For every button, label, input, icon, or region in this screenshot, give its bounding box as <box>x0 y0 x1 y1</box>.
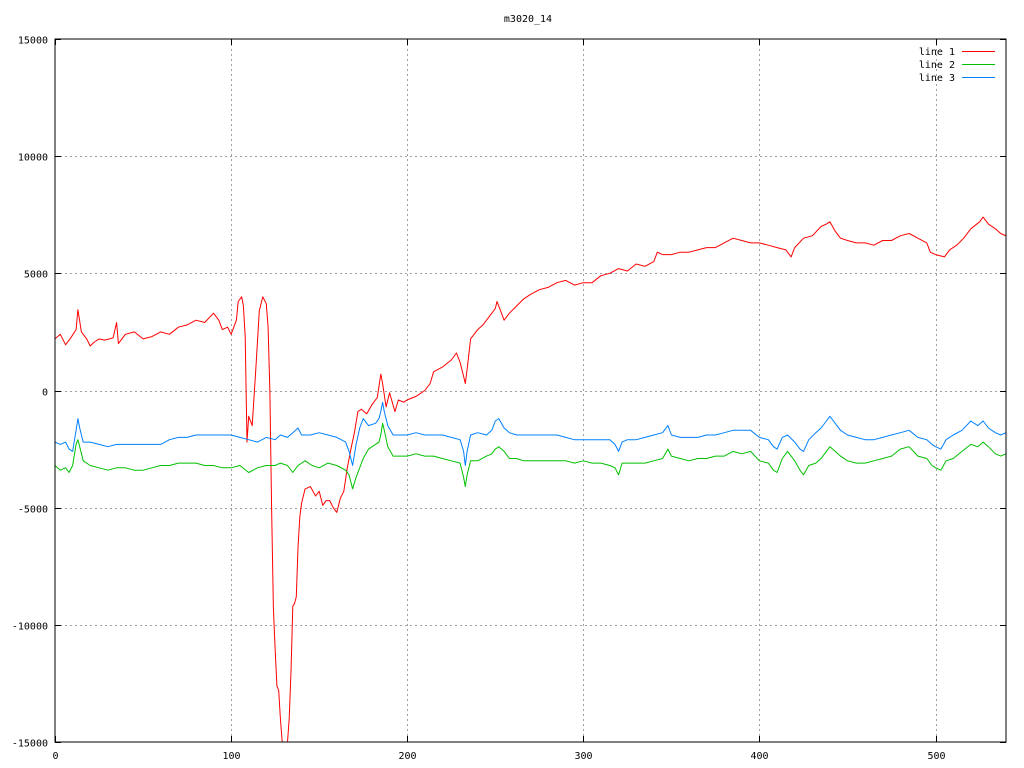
y-tick-label: 10000 <box>18 153 48 164</box>
x-tick-label: 200 <box>398 751 416 762</box>
chart-title: m3020_14 <box>504 14 552 25</box>
plot-frame <box>54 38 1007 743</box>
y-tick-label: 5000 <box>24 270 48 281</box>
series-line-3 <box>55 401 1006 466</box>
legend-label: line 1 <box>919 47 955 58</box>
series-group <box>55 216 1006 742</box>
y-tick-label: -5000 <box>18 505 48 516</box>
x-tick-label: 0 <box>52 751 58 762</box>
grid-lines <box>55 39 1006 742</box>
y-tick-label: -15000 <box>12 739 48 750</box>
legend-label: line 2 <box>919 60 955 71</box>
series-line-1 <box>55 216 1006 742</box>
legend-label: line 3 <box>919 73 955 84</box>
x-tick-label: 300 <box>574 751 592 762</box>
y-tick-label: -10000 <box>12 622 48 633</box>
x-tick-label: 100 <box>222 751 240 762</box>
legend: line 1 line 2 line 3 <box>919 47 995 84</box>
x-tick-label: 400 <box>750 751 768 762</box>
y-tick-label: 0 <box>42 388 48 399</box>
x-tick-label: 500 <box>927 751 945 762</box>
y-tick-label: 15000 <box>18 36 48 47</box>
series-line-2 <box>55 422 1006 490</box>
